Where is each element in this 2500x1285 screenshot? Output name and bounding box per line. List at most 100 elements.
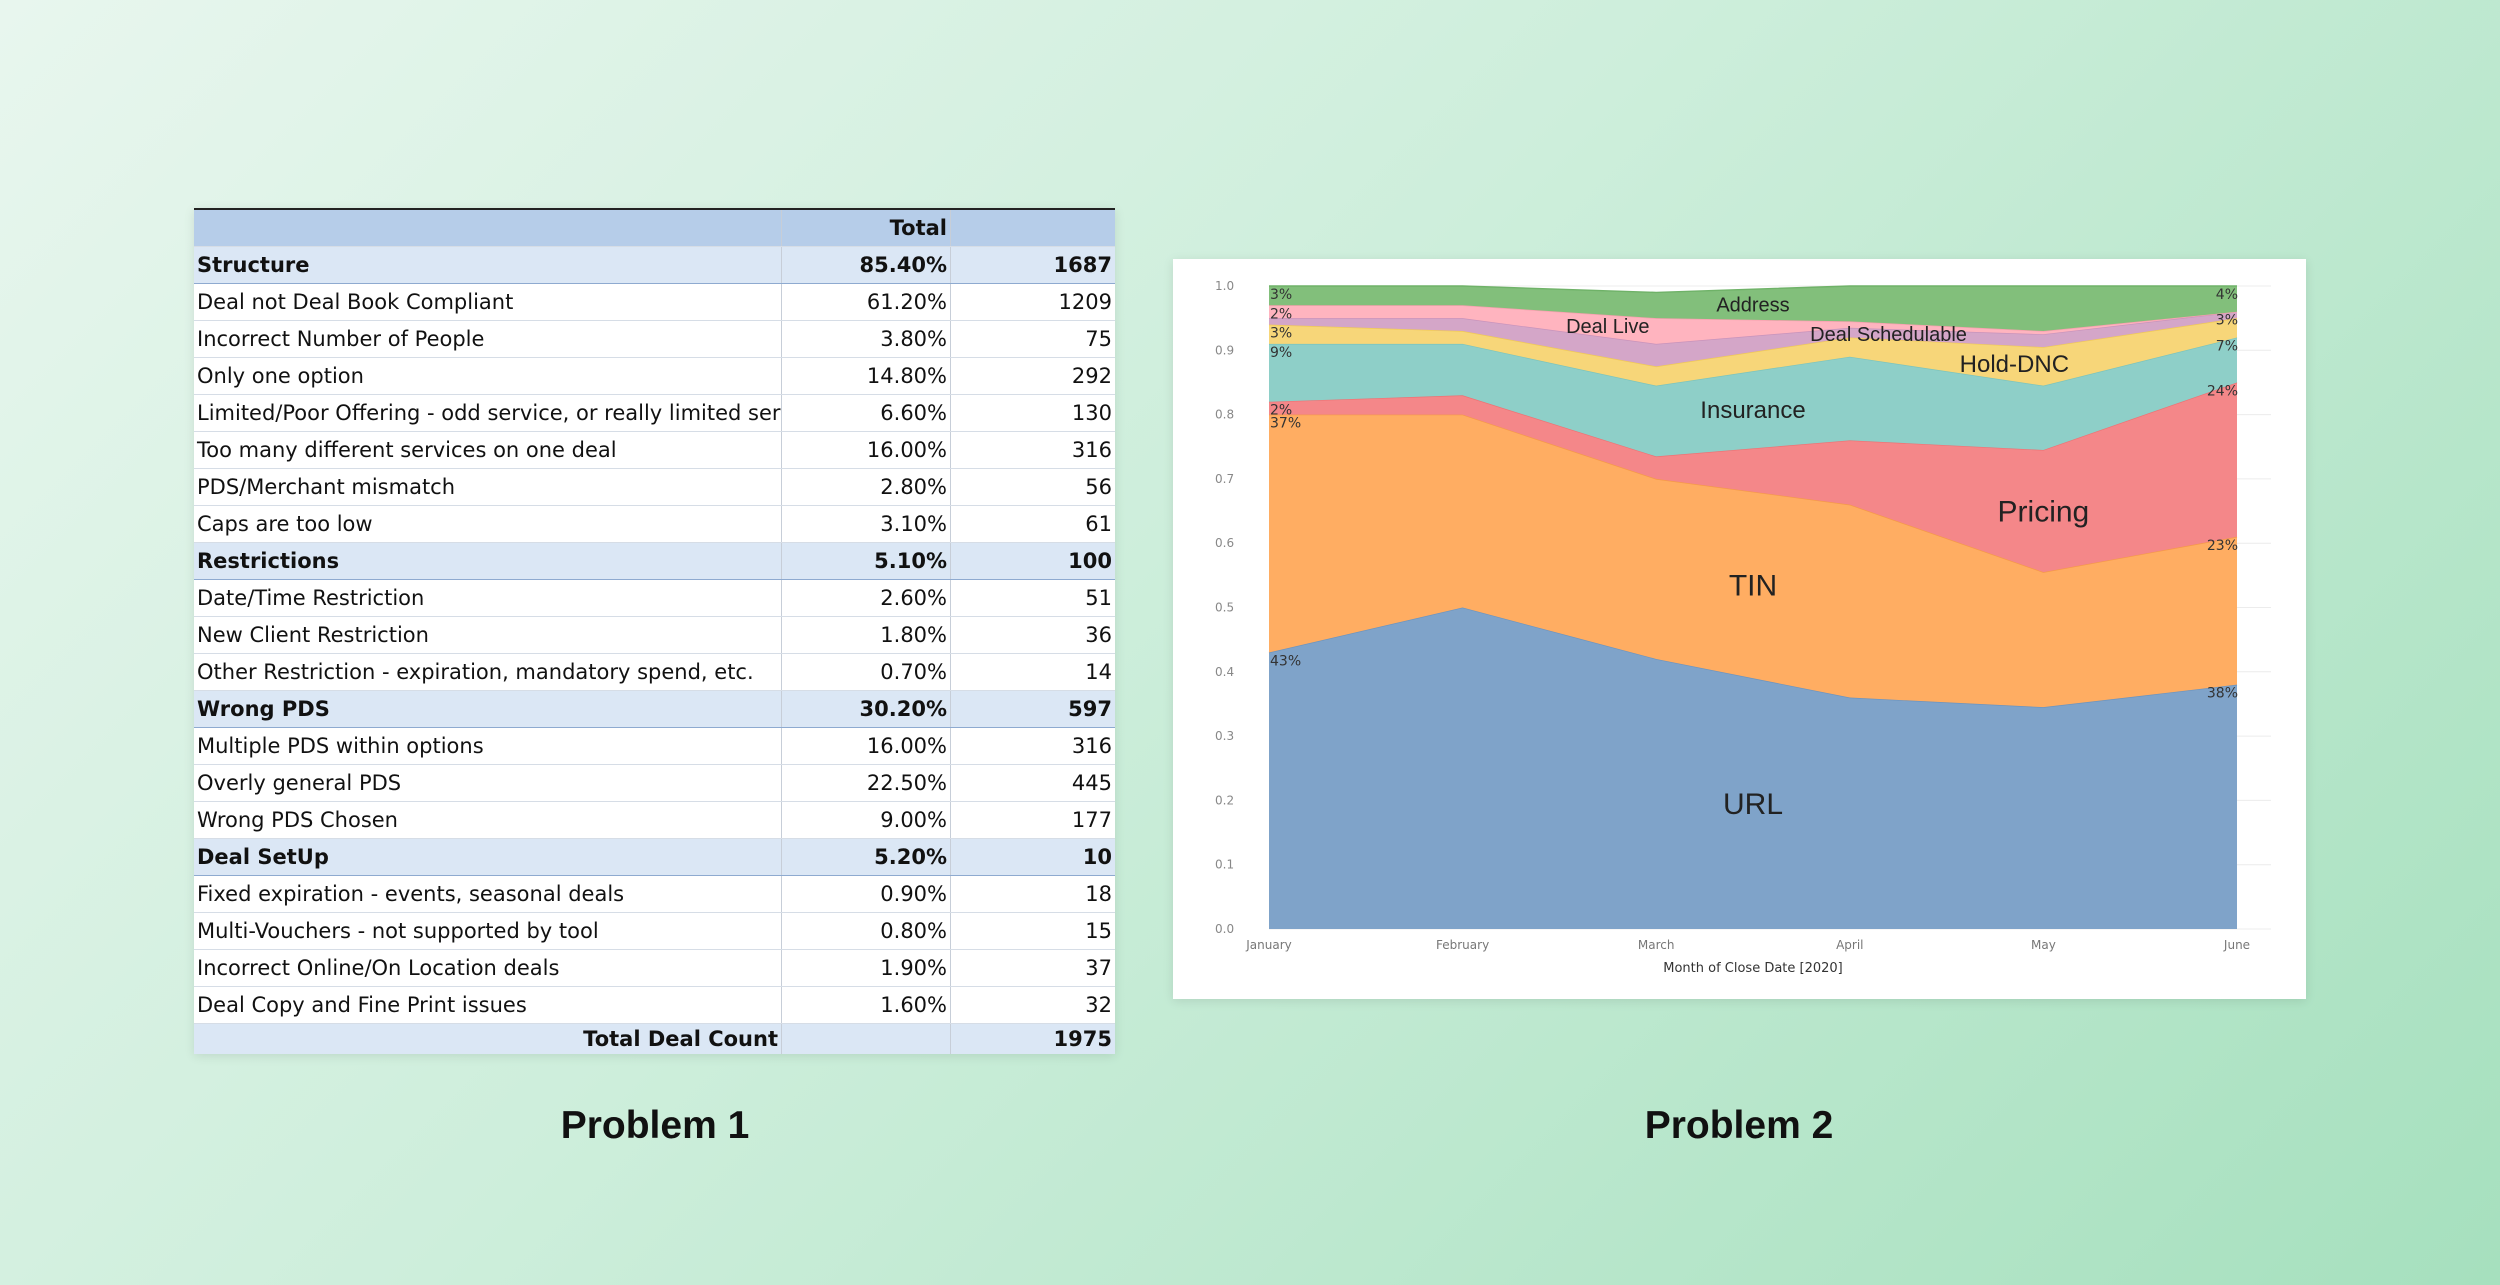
- x-tick-label: February: [1436, 938, 1489, 952]
- series-line-url: [1268, 606, 2238, 708]
- row-count-cell: 1209: [1058, 290, 1112, 314]
- data-label: 7%: [2216, 338, 2238, 354]
- series-label: Hold-DNC: [1960, 351, 2069, 378]
- row-count-cell: 316: [1071, 734, 1112, 758]
- series-label: Deal Schedulable: [1810, 324, 1967, 346]
- table-row: Date/Time Restriction 2.60% 51: [194, 580, 1115, 617]
- row-percent-cell: 3.80%: [782, 321, 951, 357]
- y-tick-label: 0.7: [1215, 472, 1234, 486]
- series-label: Deal Live: [1566, 316, 1649, 338]
- y-tick-label: 0.6: [1215, 536, 1234, 550]
- data-label: 2%: [1270, 403, 1292, 419]
- series-label: URL: [1723, 788, 1783, 821]
- row-label-cell: New Client Restriction: [194, 617, 782, 653]
- row-count-cell: 56: [1085, 475, 1112, 499]
- data-label: 24%: [2207, 383, 2238, 399]
- y-tick-label: 0.9: [1215, 343, 1234, 357]
- table-category-row: Wrong PDS 30.20% 597: [194, 691, 1115, 728]
- table-row: New Client Restriction 1.80% 36: [194, 617, 1115, 654]
- problem2-caption: Problem 2: [1644, 1104, 1834, 1147]
- row-percent-cell: 1.60%: [782, 987, 951, 1023]
- series-line-pricing: [1268, 381, 2238, 458]
- table-total-row: Total Deal Count 1975: [194, 1024, 1115, 1054]
- row-label-cell: Deal SetUp: [194, 839, 782, 875]
- row-count-cell: 292: [1071, 364, 1112, 388]
- table-row: Incorrect Number of People 3.80% 75: [194, 321, 1115, 358]
- row-label-cell: Wrong PDS Chosen: [194, 802, 782, 838]
- table-row: Incorrect Online/On Location deals 1.90% 3…: [194, 950, 1115, 987]
- row-count-cell: 100: [1068, 549, 1112, 573]
- row-label-cell: Incorrect Number of People: [194, 321, 782, 357]
- row-count-cell: 15: [1085, 919, 1112, 943]
- row-count-cell: 32: [1085, 993, 1112, 1017]
- stacked-area-chart: 0.0 0.1 0.2 0.3 0.4 0.5 0.6 0.7 0.8 0.9 1.0 January…: [1215, 279, 2271, 976]
- row-label-cell: Structure: [194, 247, 782, 283]
- row-count-cell: 36: [1085, 623, 1112, 647]
- row-label-cell: Fixed expiration - events, seasonal deal…: [194, 876, 782, 912]
- row-count-cell: 177: [1071, 808, 1112, 832]
- row-label-cell: Other Restriction - expiration, mandator…: [194, 654, 782, 690]
- row-percent-cell: 0.90%: [782, 876, 951, 912]
- x-tick-label: January: [1245, 938, 1292, 952]
- row-label-cell: Date/Time Restriction: [194, 580, 782, 616]
- header-label-cell: [194, 210, 782, 246]
- table-row: Overly general PDS 22.50% 445: [194, 765, 1115, 802]
- series-line-address: [1269, 285, 2237, 294]
- data-label: 3%: [1270, 326, 1292, 342]
- table-row: Wrong PDS Chosen 9.00% 177: [194, 802, 1115, 839]
- row-percent-cell: 5.20%: [782, 839, 951, 875]
- table-row: Fixed expiration - events, seasonal deal…: [194, 876, 1115, 913]
- series-label: TIN: [1729, 569, 1777, 602]
- series-label: Address: [1716, 294, 1789, 316]
- row-count-cell: 1687: [1053, 253, 1112, 277]
- y-tick-label: 0.5: [1215, 601, 1234, 615]
- area-series-deal-live: [1269, 305, 2237, 344]
- x-tick-label: May: [2031, 938, 2056, 952]
- row-percent-cell: 3.10%: [782, 506, 951, 542]
- series-label: Insurance: [1700, 397, 1805, 424]
- row-label-cell: Incorrect Online/On Location deals: [194, 950, 782, 986]
- data-label: 38%: [2207, 686, 2238, 702]
- series-line-deal-live: [1269, 304, 2238, 332]
- area-series-insurance: [1269, 337, 2237, 457]
- row-label-cell: Multiple PDS within options: [194, 728, 782, 764]
- row-count-cell: 1975: [1053, 1027, 1112, 1051]
- table-row: Deal not Deal Book Compliant 61.20% 1209: [194, 284, 1115, 321]
- row-percent-cell: 2.60%: [782, 580, 951, 616]
- y-tick-label: 0.3: [1215, 729, 1234, 743]
- row-percent-cell: 0.80%: [782, 913, 951, 949]
- row-count-cell: 18: [1085, 882, 1112, 906]
- row-count-cell: 445: [1071, 771, 1112, 795]
- row-count-cell: 61: [1085, 512, 1112, 536]
- x-axis-title: Month of Close Date [2020]: [1663, 961, 1843, 976]
- problem1-caption: Problem 1: [560, 1104, 750, 1147]
- row-percent-cell: 1.90%: [782, 950, 951, 986]
- row-count-cell: 597: [1068, 697, 1112, 721]
- area-series-deal-schedulable: [1269, 311, 2237, 367]
- x-tick-label: April: [1836, 938, 1863, 952]
- row-percent-cell: 85.40%: [782, 247, 951, 283]
- table-body: Structure 85.40% 1687 Deal not Deal Book Co…: [194, 247, 1115, 1054]
- data-label: 9%: [1270, 345, 1292, 361]
- row-percent-cell: 6.60%: [782, 395, 951, 431]
- area-series-address: [1269, 286, 2237, 332]
- table-row: Limited/Poor Offering - odd service, or …: [194, 395, 1115, 432]
- data-label: 23%: [2207, 538, 2238, 554]
- row-percent-cell: 0.70%: [782, 654, 951, 690]
- area-series-tin: [1269, 414, 2237, 708]
- series-label: Pricing: [1998, 496, 2090, 529]
- data-label: 3%: [1270, 287, 1292, 303]
- table-row: PDS/Merchant mismatch 2.80% 56: [194, 469, 1115, 506]
- table-row: Deal Copy and Fine Print issues 1.60% 32: [194, 987, 1115, 1024]
- table-row: Too many different services on one deal 1…: [194, 432, 1115, 469]
- row-count-cell: 75: [1085, 327, 1112, 351]
- row-percent-cell: 2.80%: [782, 469, 951, 505]
- y-tick-label: 0.8: [1215, 408, 1234, 422]
- row-label-cell: Multi-Vouchers - not supported by tool: [194, 913, 782, 949]
- table-category-row: Restrictions 5.10% 100: [194, 543, 1115, 580]
- row-percent-cell: 1.80%: [782, 617, 951, 653]
- y-tick-label: 1.0: [1215, 279, 1234, 293]
- x-tick-label: March: [1638, 938, 1675, 952]
- data-label: 37%: [1270, 416, 1301, 432]
- row-label-cell: Limited/Poor Offering - odd service, or …: [194, 395, 782, 431]
